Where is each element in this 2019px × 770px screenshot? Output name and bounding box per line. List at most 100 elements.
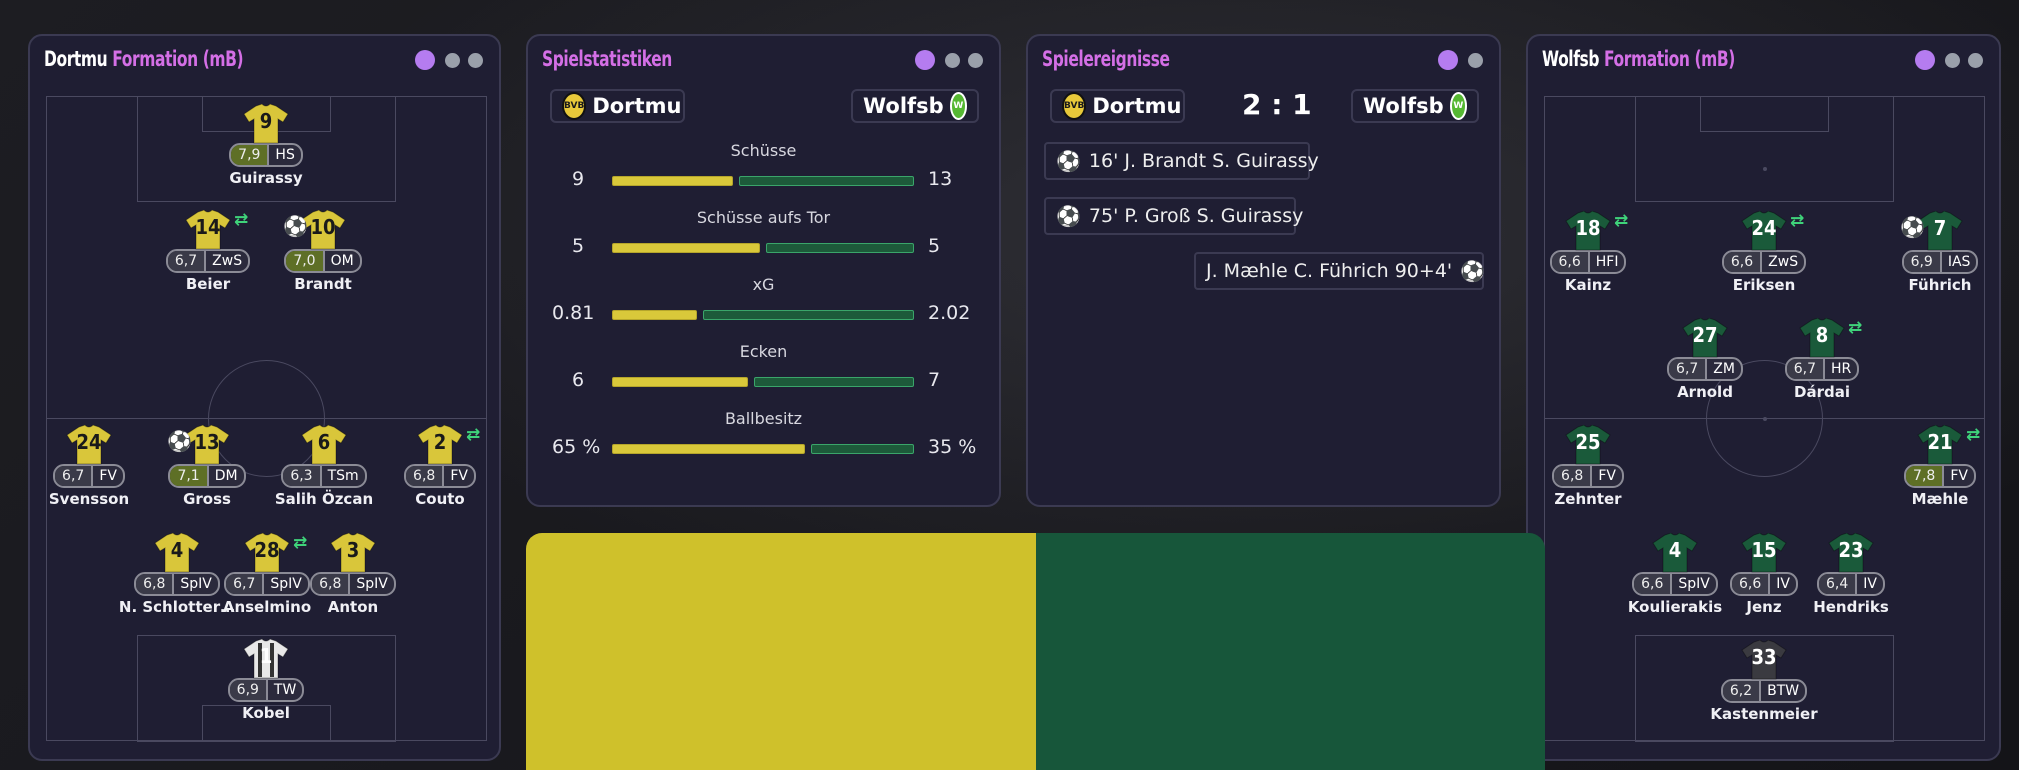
jersey-icon: 2 [416, 425, 464, 465]
rating-badge: 6,7 HR [1784, 357, 1860, 381]
jersey-number: 24 [1751, 216, 1777, 240]
rating-badge: 6,6 IV [1730, 572, 1798, 596]
substitution-icon: ⇄ [293, 533, 308, 553]
player-marker[interactable]: 24 ⇄ 6,6 ZwS Eriksen [1704, 211, 1824, 294]
jersey-icon: 10 [299, 210, 347, 250]
rating-badge: 6,6 HFI [1549, 250, 1627, 274]
panel-option-button[interactable] [445, 52, 460, 68]
player-marker[interactable]: 13 ⚽ 7,1 DM Gross [147, 425, 267, 508]
player-marker[interactable]: 6 6,3 TSm Salih Özcan [264, 425, 384, 508]
jersey-icon: 9 [242, 104, 290, 144]
jersey-number: 8 [1815, 323, 1829, 347]
jersey-icon: 6 [300, 425, 348, 465]
player-name: Arnold [1677, 383, 1733, 401]
player-marker[interactable]: 1 6,9 TW Kobel [206, 639, 326, 722]
jersey-icon: 8 [1798, 318, 1846, 358]
goal-ball-icon: ⚽ [167, 429, 192, 453]
panel-option-button[interactable] [945, 52, 960, 68]
panel-option-button[interactable] [1468, 52, 1483, 68]
jersey-number: 4 [1668, 538, 1682, 562]
goal-ball-icon: ⚽ [283, 214, 308, 238]
jersey-icon: 1 [242, 639, 290, 679]
rating-badge: 6,9 TW [227, 678, 305, 702]
jersey-number: 27 [1692, 323, 1718, 347]
jersey-number: 18 [1575, 216, 1601, 240]
panel-option-button[interactable] [1945, 52, 1960, 68]
player-marker[interactable]: 8 ⇄ 6,7 HR Dárdai [1762, 318, 1882, 401]
jersey-icon: 4 [1651, 533, 1699, 573]
stat-home-bar [612, 310, 697, 320]
player-marker[interactable]: 3 6,8 SpIV Anton [293, 533, 413, 616]
player-name: Mæhle [1911, 490, 1969, 508]
jersey-icon: 7 [1916, 211, 1964, 251]
jersey-number: 25 [1575, 430, 1601, 454]
event-row[interactable]: ⚽ 75' P. Groß S. Guirassy [1044, 197, 1303, 235]
player-marker[interactable]: 23 6,4 IV Hendriks [1791, 533, 1911, 616]
away-team-label: Wolfsb W [851, 89, 979, 123]
player-marker[interactable]: 18 ⇄ 6,6 HFI Kainz [1528, 211, 1648, 294]
jersey-number: 28 [254, 538, 280, 562]
stat-away-value: 35 % [928, 436, 977, 458]
jersey-number: 15 [1751, 538, 1777, 562]
panel-option-button[interactable] [968, 52, 983, 68]
player-name: N. Schlotter… [118, 598, 236, 616]
stat-home-bar [612, 444, 805, 454]
panel-toggle-button[interactable] [1915, 50, 1935, 70]
panel-controls [915, 50, 983, 70]
stat-home-value: 9 [572, 168, 585, 190]
event-row[interactable]: J. Mæhle C. Führich 90+4' ⚽ [1194, 252, 1486, 290]
panel-toggle-button[interactable] [1438, 50, 1458, 70]
player-name: Anton [327, 598, 379, 616]
player-name: Eriksen [1732, 276, 1796, 294]
jersey-number: 9 [259, 109, 273, 133]
player-marker[interactable]: 4 6,8 SpIV N. Schlotter… [117, 533, 237, 616]
soccer-ball-icon: ⚽ [1056, 204, 1081, 228]
player-marker[interactable]: 2 ⇄ 6,8 FV Couto [380, 425, 500, 508]
player-marker[interactable]: 9 7,9 HS Guirassy [206, 104, 326, 187]
player-marker[interactable]: 24 6,7 FV Svensson [29, 425, 149, 508]
panel-option-button[interactable] [468, 52, 483, 68]
stat-home-bar [612, 377, 748, 387]
bvb-crest-icon: BVB [1062, 92, 1087, 120]
panel-controls [415, 50, 483, 70]
player-marker[interactable]: 27 6,7 ZM Arnold [1645, 318, 1765, 401]
rating-badge: 6,6 ZwS [1721, 250, 1807, 274]
home-team-label: BVB Dortmu [1050, 89, 1185, 123]
panel-option-button[interactable] [1968, 52, 1983, 68]
player-name: Führich [1908, 276, 1972, 294]
jersey-number: 1 [259, 644, 273, 668]
player-marker[interactable]: 33 6,2 BTW Kastenmeier [1704, 640, 1824, 723]
stat-away-value: 2.02 [928, 302, 971, 324]
rating-badge: 6,4 IV [1817, 572, 1885, 596]
panel-toggle-button[interactable] [915, 50, 935, 70]
player-marker[interactable]: 21 ⇄ 7,8 FV Mæhle [1880, 425, 2000, 508]
player-marker[interactable]: 28 ⇄ 6,7 SpIV Anselmino [207, 533, 327, 616]
rating-badge: 6,8 FV [1552, 464, 1624, 488]
player-name: Gross [183, 490, 231, 508]
rating-badge: 6,9 IAS [1901, 250, 1979, 274]
player-marker[interactable]: 25 6,8 FV Zehnter [1528, 425, 1648, 508]
substitution-icon: ⇄ [1614, 211, 1629, 231]
rating-badge: 6,7 SpIV [224, 572, 310, 596]
player-marker[interactable]: 10 ⚽ 7,0 OM Brandt [263, 210, 383, 293]
stat-away-bar [754, 377, 914, 387]
jersey-number: 13 [194, 430, 220, 454]
soccer-ball-icon: ⚽ [1460, 259, 1486, 283]
jersey-number: 6 [317, 430, 331, 454]
rating-badge: 6,8 SpIV [310, 572, 396, 596]
jersey-icon: 14 [184, 210, 232, 250]
panel-controls [1438, 50, 1483, 70]
event-row[interactable]: ⚽ 16' J. Brandt S. Guirassy [1044, 142, 1319, 180]
substitution-icon: ⇄ [1790, 211, 1805, 231]
player-marker[interactable]: 14 ⇄ 6,7 ZwS Beier [148, 210, 268, 293]
rating-badge: 7,1 DM [168, 464, 246, 488]
player-marker[interactable]: 7 ⚽ 6,9 IAS Führich [1880, 211, 2000, 294]
player-marker[interactable]: 15 6,6 IV Jenz [1704, 533, 1824, 616]
player-marker[interactable]: 4 6,6 SpIV Koulierakis [1615, 533, 1735, 616]
stat-away-bar [811, 444, 914, 454]
rating-badge: 7,0 OM [284, 249, 362, 273]
jersey-icon: 27 [1681, 318, 1729, 358]
jersey-icon: 28 [243, 533, 291, 573]
pitch [46, 96, 487, 742]
panel-toggle-button[interactable] [415, 50, 435, 70]
